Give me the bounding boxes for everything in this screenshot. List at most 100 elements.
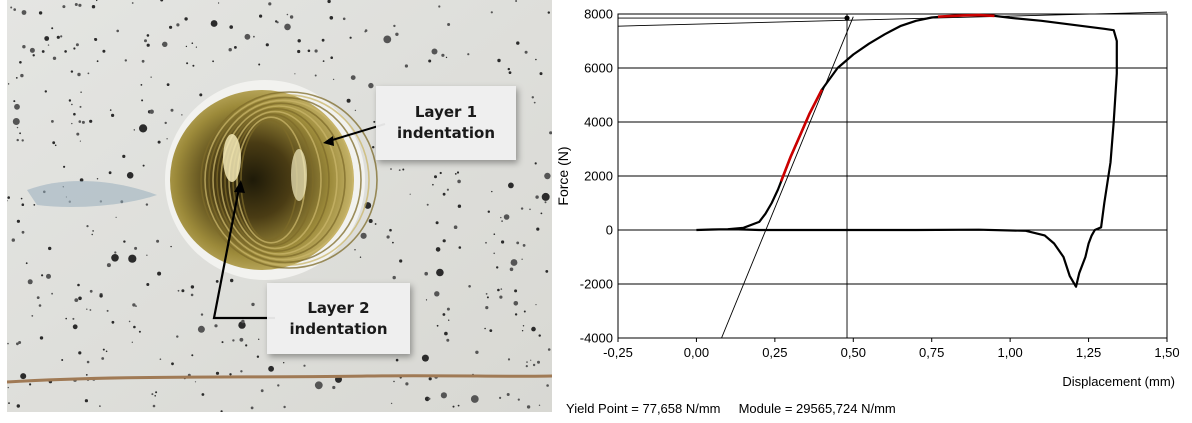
speckle: [547, 348, 551, 351]
speckle: [284, 23, 291, 31]
speckle: [491, 190, 493, 193]
speckle: [166, 138, 168, 140]
speckle: [122, 154, 126, 158]
speckle: [81, 120, 85, 124]
speckle: [142, 164, 145, 167]
speckle: [200, 313, 204, 316]
speckle: [160, 0, 164, 2]
speckle: [164, 121, 167, 125]
speckle: [31, 315, 34, 317]
speckle: [215, 280, 219, 283]
speckle: [73, 47, 76, 50]
speckle: [210, 20, 218, 27]
speckle: [424, 396, 430, 402]
speckle: [151, 393, 154, 396]
speckle: [186, 62, 189, 65]
speckle: [27, 279, 33, 285]
speckle: [128, 254, 137, 263]
speckle: [192, 64, 195, 67]
yield-marker: [844, 15, 850, 21]
speckle: [425, 299, 428, 301]
callout-arrow-2: [212, 180, 275, 320]
speckle: [446, 307, 450, 311]
speckle: [497, 288, 500, 292]
speckle: [146, 43, 150, 47]
speckle: [91, 5, 96, 9]
speckle: [539, 72, 543, 76]
speckle: [314, 381, 323, 390]
speckle: [141, 99, 144, 102]
speckle: [111, 113, 115, 117]
speckle: [16, 138, 19, 142]
speckle: [329, 15, 334, 20]
speckle: [78, 351, 82, 355]
speckle: [19, 132, 21, 135]
speckle: [390, 168, 392, 170]
speckle: [139, 124, 148, 133]
speckle: [510, 259, 518, 266]
speckle: [85, 374, 88, 376]
speckle: [507, 67, 510, 71]
speckle: [41, 50, 45, 53]
speckle: [468, 285, 471, 288]
speckle: [383, 35, 392, 44]
speckle: [71, 103, 73, 106]
speckle: [500, 216, 502, 219]
speckle: [131, 2, 134, 4]
surface-speckles: [7, 0, 552, 412]
speckle: [499, 295, 503, 299]
speckle: [393, 24, 396, 28]
speckle: [445, 56, 448, 59]
speckle: [89, 119, 93, 123]
speckle: [395, 32, 399, 36]
highlighted-segment: [937, 13, 995, 18]
speckle: [62, 5, 66, 9]
x-tick-label: 1,50: [1154, 345, 1179, 360]
speckle: [11, 238, 15, 242]
speckle: [228, 48, 232, 52]
tick-labels: -4000 -2000 0 2000 4000 6000 8000 -0,25 0,00 0,25…: [580, 7, 1180, 361]
speckle: [332, 78, 335, 81]
speckle: [360, 232, 367, 239]
x-tick-label: 0,00: [684, 345, 709, 360]
speckle: [487, 210, 490, 213]
speckle: [44, 36, 50, 41]
speckle: [277, 384, 280, 387]
speckle: [533, 101, 536, 104]
speckle: [283, 405, 286, 409]
speckle: [7, 200, 8, 202]
plot-area-frame: [617, 13, 1168, 339]
reference-line: [618, 11, 1168, 27]
callout-title: Layer 2: [307, 298, 370, 317]
speckle: [327, 0, 331, 4]
speckle: [154, 395, 156, 397]
speckle: [286, 13, 289, 16]
speckle: [94, 38, 98, 41]
speckle: [38, 11, 43, 15]
speckle: [184, 17, 188, 21]
speckle: [176, 335, 179, 338]
speckle: [521, 330, 524, 332]
speckle: [29, 383, 32, 386]
speckle: [230, 278, 234, 283]
speckle: [114, 251, 117, 254]
speckle: [152, 404, 156, 408]
speckle: [13, 8, 16, 11]
speckle: [124, 59, 128, 62]
speckle: [535, 195, 539, 199]
speckle: [16, 126, 19, 129]
speckle: [15, 77, 18, 79]
speckle: [140, 84, 143, 86]
speckle: [520, 207, 524, 210]
speckle: [442, 239, 446, 243]
speckle: [245, 344, 248, 347]
speckle: [438, 5, 441, 8]
speckle: [457, 179, 461, 184]
speckle: [256, 355, 260, 358]
speckle: [354, 249, 356, 251]
speckle: [538, 404, 541, 406]
speckle: [426, 203, 429, 206]
speckle: [485, 306, 489, 310]
x-tick-label: 1,25: [1076, 345, 1101, 360]
speckle: [92, 230, 94, 232]
